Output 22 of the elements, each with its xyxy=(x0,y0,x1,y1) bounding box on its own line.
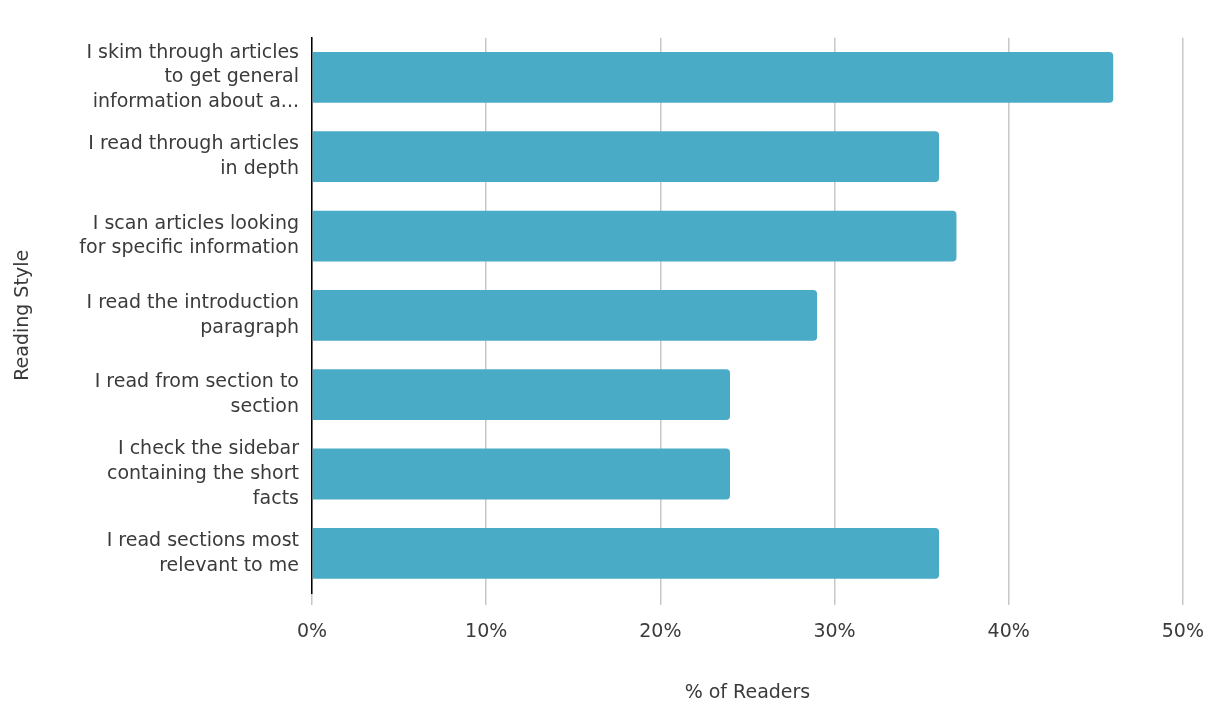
y-tick-label: I check the sidebar containing the short facts xyxy=(107,436,300,508)
x-tick-label: 0% xyxy=(296,619,328,642)
y-tick-label: I scan articles looking for specific information xyxy=(79,210,299,258)
x-tick-label: 30% xyxy=(813,619,856,642)
bar xyxy=(312,210,957,262)
y-tick-label: I read the introduction paragraph xyxy=(86,289,299,337)
x-tick-label: 50% xyxy=(1161,619,1204,642)
y-tick-label: I skim through articles to get general information about a... xyxy=(86,39,299,111)
x-tick-label: 40% xyxy=(987,619,1030,642)
y-tick-label: I read through articles in depth xyxy=(88,131,299,178)
bar xyxy=(312,289,818,341)
y-tick-label: I read sections most relevant to me xyxy=(106,527,299,575)
bar xyxy=(312,527,940,579)
x-tick-label: 10% xyxy=(465,619,508,642)
bar xyxy=(312,131,940,183)
x-tick-label: 20% xyxy=(639,619,682,642)
x-axis-title: % of Readers xyxy=(684,679,811,702)
y-tick-label: I read from section to section xyxy=(94,369,299,416)
y-axis-title: Reading Style xyxy=(10,249,33,381)
bar xyxy=(312,448,731,500)
bar xyxy=(312,51,1114,103)
bar xyxy=(312,369,731,421)
